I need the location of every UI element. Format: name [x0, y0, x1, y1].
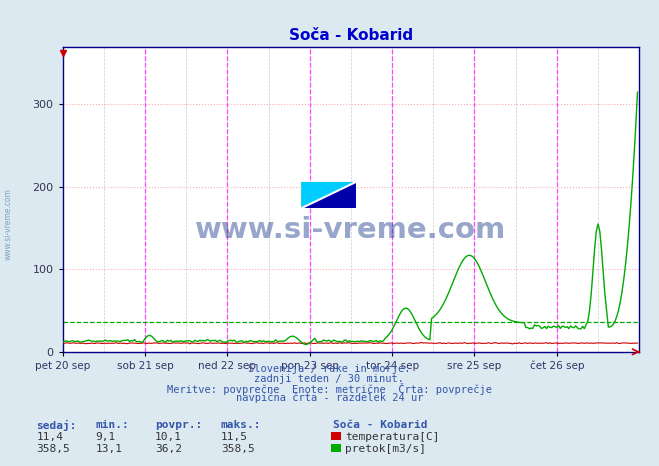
- Text: 10,1: 10,1: [155, 432, 182, 442]
- Polygon shape: [301, 182, 356, 208]
- Text: maks.:: maks.:: [221, 420, 261, 430]
- Text: Slovenija / reke in morje.: Slovenija / reke in morje.: [248, 364, 411, 374]
- Text: 9,1: 9,1: [96, 432, 116, 442]
- Text: Meritve: povprečne  Enote: metrične  Črta: povprečje: Meritve: povprečne Enote: metrične Črta:…: [167, 383, 492, 395]
- Text: 11,5: 11,5: [221, 432, 248, 442]
- Text: pretok[m3/s]: pretok[m3/s]: [345, 444, 426, 453]
- FancyBboxPatch shape: [301, 182, 356, 208]
- Text: 13,1: 13,1: [96, 444, 123, 453]
- Text: navpična črta - razdelek 24 ur: navpična črta - razdelek 24 ur: [236, 392, 423, 403]
- Text: 358,5: 358,5: [221, 444, 254, 453]
- Text: 11,4: 11,4: [36, 432, 63, 442]
- Text: temperatura[C]: temperatura[C]: [345, 432, 440, 442]
- Text: sedaj:: sedaj:: [36, 420, 76, 432]
- Text: Soča - Kobarid: Soča - Kobarid: [333, 420, 427, 430]
- Text: min.:: min.:: [96, 420, 129, 430]
- Text: 36,2: 36,2: [155, 444, 182, 453]
- Text: www.si-vreme.com: www.si-vreme.com: [4, 188, 13, 260]
- Text: www.si-vreme.com: www.si-vreme.com: [195, 216, 507, 244]
- Title: Soča - Kobarid: Soča - Kobarid: [289, 27, 413, 43]
- Text: 358,5: 358,5: [36, 444, 70, 453]
- Text: zadnji teden / 30 minut.: zadnji teden / 30 minut.: [254, 374, 405, 384]
- Polygon shape: [301, 182, 356, 208]
- Text: povpr.:: povpr.:: [155, 420, 202, 430]
